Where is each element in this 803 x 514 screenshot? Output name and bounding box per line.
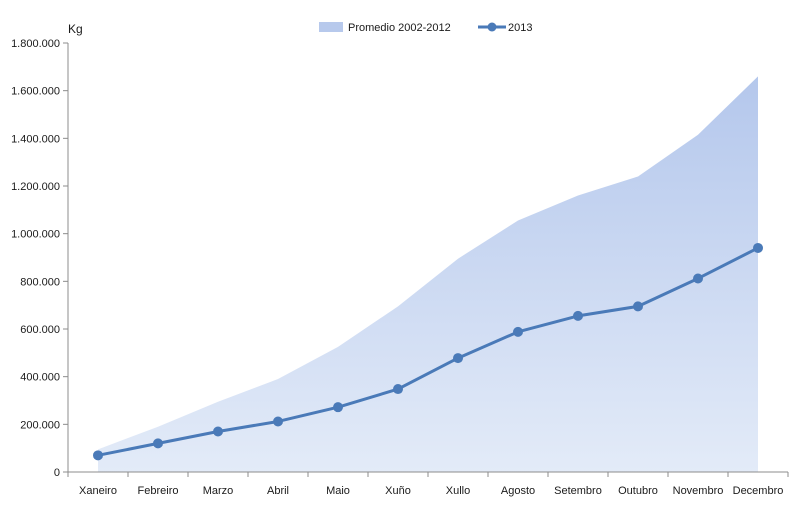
point-2013: [213, 426, 223, 437]
x-tick-label: Maio: [326, 485, 350, 497]
y-unit-label: Kg: [68, 22, 83, 36]
point-2013: [333, 402, 343, 413]
x-tick-label: Abril: [267, 485, 289, 497]
y-tick-label: 0: [54, 467, 60, 479]
x-tick-labels: Xaneiro Febreiro Marzo Abril Maio Xuño Xullo Ag…: [79, 485, 783, 497]
legend-label-2013: 2013: [508, 22, 532, 34]
x-tick-label: Marzo: [203, 485, 234, 497]
x-tick-label: Xuño: [385, 485, 411, 497]
x-tick-label: Xaneiro: [79, 485, 117, 497]
point-2013: [573, 310, 583, 321]
point-2013: [93, 450, 103, 461]
x-tick-label: Setembro: [554, 485, 602, 497]
y-tick-label: 400.000: [20, 372, 60, 384]
y-tick-label: 1.200.000: [11, 181, 60, 193]
area-layer: [98, 76, 758, 472]
y-tick-label: 600.000: [20, 324, 60, 336]
y-tick-label: 800.000: [20, 276, 60, 288]
point-2013: [753, 242, 763, 253]
x-tick-label: Xullo: [446, 485, 470, 497]
point-2013: [393, 384, 403, 395]
point-2013: [513, 326, 523, 337]
y-tick-label: 1.400.000: [11, 133, 60, 145]
y-tick-labels: 0 200.000 400.000 600.000 800.000 1.000.000 1.…: [11, 38, 60, 479]
point-2013: [693, 273, 703, 284]
legend-swatch-promedio: [319, 22, 343, 32]
point-2013: [453, 353, 463, 364]
axes: [63, 42, 789, 477]
x-tick-label: Agosto: [501, 485, 535, 497]
legend-marker-2013: [487, 22, 497, 32]
point-2013: [633, 301, 643, 312]
point-2013: [153, 438, 163, 449]
x-tick-label: Novembro: [673, 485, 724, 497]
point-2013: [273, 416, 283, 427]
legend-label-promedio: Promedio 2002-2012: [348, 22, 451, 34]
y-tick-label: 1.000.000: [11, 229, 60, 241]
y-tick-label: 1.600.000: [11, 86, 60, 98]
x-tick-label: Outubro: [618, 485, 658, 497]
area-promedio-2002-2012: [98, 76, 758, 472]
y-tick-label: 1.800.000: [11, 38, 60, 50]
x-tick-label: Febreiro: [138, 485, 179, 497]
line-2013: [97, 246, 759, 457]
legend: Promedio 2002-2012 2013: [319, 22, 532, 34]
x-tick-label: Decembro: [733, 485, 784, 497]
y-tick-label: 200.000: [20, 419, 60, 431]
line-layer: [93, 242, 763, 461]
